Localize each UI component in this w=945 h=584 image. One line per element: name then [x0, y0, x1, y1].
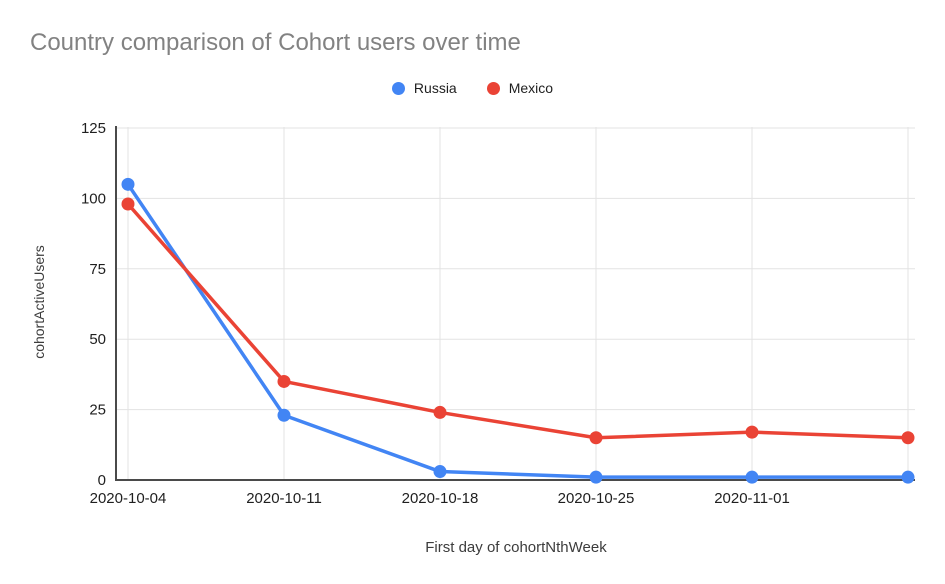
y-tick-label: 0	[98, 472, 106, 489]
data-point-russia[interactable]	[433, 465, 447, 479]
data-point-russia[interactable]	[277, 408, 291, 422]
y-tick-label: 125	[81, 120, 106, 137]
chart-title: Country comparison of Cohort users over …	[30, 29, 521, 56]
y-axis-title: cohortActiveUsers	[31, 245, 47, 359]
data-point-mexico[interactable]	[745, 425, 759, 439]
series-line-russia	[126, 182, 910, 479]
chart-legend: Russia Mexico	[0, 78, 945, 98]
y-tick-label: 100	[81, 190, 106, 207]
data-point-mexico[interactable]	[277, 374, 291, 388]
data-point-mexico[interactable]	[589, 431, 603, 445]
x-axis-title: First day of cohortNthWeek	[425, 539, 607, 556]
y-tick-label: 50	[89, 331, 106, 348]
data-point-mexico[interactable]	[901, 431, 915, 445]
y-tick-label: 25	[89, 402, 106, 419]
x-tick-label: 2020-11-01	[714, 490, 790, 507]
data-point-russia[interactable]	[745, 470, 759, 484]
legend-swatch-russia-icon	[391, 81, 405, 95]
data-point-russia[interactable]	[121, 177, 135, 191]
data-point-mexico[interactable]	[121, 197, 135, 211]
legend-item-russia[interactable]: Russia	[391, 80, 457, 96]
data-point-mexico[interactable]	[433, 405, 447, 419]
x-tick-label: 2020-10-25	[558, 490, 635, 507]
data-point-russia[interactable]	[589, 470, 603, 484]
data-point-russia[interactable]	[901, 470, 915, 484]
y-tick-label: 75	[89, 261, 106, 278]
legend-label-mexico: Mexico	[508, 80, 554, 96]
x-tick-label: 2020-10-11	[246, 490, 322, 507]
legend-label-russia: Russia	[413, 80, 457, 96]
series-line-mexico	[126, 202, 910, 440]
x-tick-label: 2020-10-18	[402, 490, 479, 507]
legend-item-mexico[interactable]: Mexico	[486, 80, 554, 96]
x-tick-label: 2020-10-04	[90, 490, 167, 507]
legend-swatch-mexico-icon	[486, 81, 500, 95]
